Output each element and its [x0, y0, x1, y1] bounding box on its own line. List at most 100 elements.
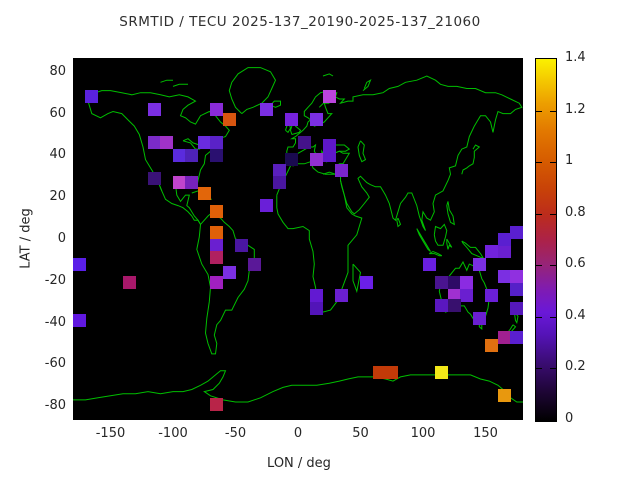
colorbar: [535, 58, 557, 422]
heatmap-cell: [285, 153, 299, 167]
colorbar-tick-label: 0.2: [565, 359, 586, 374]
heatmap-cell: [497, 270, 511, 284]
heatmap-cell: [210, 205, 224, 219]
colorbar-tick: [550, 162, 556, 163]
heatmap-cell: [472, 257, 486, 271]
x-axis-title: LON / deg: [267, 456, 331, 471]
heatmap-cell: [510, 301, 523, 315]
heatmap-cell: [160, 136, 174, 150]
heatmap-cell: [435, 276, 449, 290]
colorbar-tick: [536, 111, 542, 112]
heatmap-cell: [73, 314, 86, 327]
heatmap-cell: [197, 186, 211, 200]
colorbar-tick-label: 0: [565, 411, 574, 426]
heatmap-cell: [497, 232, 511, 246]
heatmap-cell: [172, 176, 186, 190]
chart-title: SRMTID / TECU 2025-137_20190-2025-137_21…: [119, 14, 481, 30]
heatmap-cell: [322, 148, 336, 162]
heatmap-cell: [360, 276, 374, 290]
heatmap-cell: [485, 245, 499, 258]
heatmap-cell: [222, 113, 236, 127]
colorbar-tick-label: 1: [565, 153, 574, 168]
heatmap-cell: [485, 339, 499, 353]
heatmap-cell: [447, 288, 461, 302]
heatmap-cell: [422, 257, 436, 271]
heatmap-cell: [447, 299, 461, 313]
heatmap-cell: [210, 226, 224, 240]
heatmap-cell: [497, 245, 511, 258]
heatmap-cell: [385, 366, 399, 380]
colorbar-tick: [550, 368, 556, 369]
heatmap-cell: [310, 153, 324, 167]
colorbar-tick: [536, 368, 542, 369]
colorbar-tick-label: 0.6: [565, 256, 586, 271]
y-tick-label: -20: [44, 272, 66, 288]
heatmap-cell: [210, 251, 224, 265]
heatmap-cell: [285, 113, 299, 127]
y-tick-label: -80: [44, 398, 66, 414]
y-tick-label: -60: [44, 356, 66, 372]
heatmap-cell: [485, 288, 499, 302]
heatmap-cell: [147, 136, 161, 150]
heatmap-cell: [210, 397, 224, 411]
heatmap-cell: [510, 270, 523, 284]
heatmap-cell: [73, 257, 86, 271]
y-tick-label: 80: [49, 63, 66, 79]
x-tick-label: -100: [158, 426, 188, 441]
colorbar-tick: [536, 162, 542, 163]
coastline-map: [73, 67, 523, 403]
heatmap-cell: [222, 265, 236, 279]
x-tick-label: -150: [95, 426, 126, 441]
heatmap-cell: [335, 163, 349, 177]
y-tick-label: 0: [57, 231, 66, 246]
heatmap-cell: [210, 276, 224, 290]
heatmap-cell: [210, 238, 224, 252]
heatmap-cell: [460, 276, 474, 290]
y-tick-label: 60: [49, 105, 66, 121]
heatmap-cell: [260, 199, 274, 213]
heatmap-cell: [260, 102, 274, 116]
colorbar-tick: [550, 265, 556, 266]
heatmap-cell: [435, 366, 449, 380]
y-tick-label: 40: [49, 147, 66, 163]
heatmap-cell: [510, 330, 523, 344]
heatmap-cell: [510, 226, 523, 240]
colorbar-tick: [536, 214, 542, 215]
heatmap-cell: [85, 90, 99, 104]
heatmap-cell: [247, 257, 261, 271]
heatmap-cell: [472, 311, 486, 325]
colorbar-tick-label: 1.4: [565, 50, 586, 65]
y-tick-label: 20: [49, 189, 66, 205]
colorbar-tick: [536, 265, 542, 266]
heatmap-cell: [310, 301, 324, 315]
heatmap-cell: [310, 113, 324, 127]
heatmap-cell: [272, 163, 286, 177]
colorbar-tick-label: 0.8: [565, 205, 586, 220]
heatmap-cell: [147, 102, 161, 116]
y-tick-label: -40: [44, 314, 66, 330]
heatmap-cell: [210, 136, 224, 150]
heatmap-cell: [460, 288, 474, 302]
colorbar-tick: [550, 111, 556, 112]
heatmap-cell: [122, 276, 136, 290]
heatmap-cell: [172, 148, 186, 162]
heatmap-cell: [510, 282, 523, 296]
heatmap-cell: [497, 330, 511, 344]
heatmap-cell: [497, 389, 511, 403]
colorbar-tick: [550, 317, 556, 318]
heatmap-cell: [322, 138, 336, 152]
heatmap-cell: [235, 238, 249, 252]
heatmap-cell: [210, 148, 224, 162]
x-tick-label: 0: [293, 426, 303, 441]
heatmap-cell: [185, 148, 199, 162]
map-plot-area: [73, 58, 523, 420]
x-tick-label: 100: [410, 426, 436, 441]
heatmap-cell: [210, 102, 224, 116]
heatmap-cell: [310, 288, 324, 302]
heatmap-cell: [322, 90, 336, 104]
x-tick-label: 150: [473, 426, 498, 441]
heatmap-cell: [147, 171, 161, 185]
colorbar-tick-label: 1.2: [565, 102, 586, 117]
colorbar-tick: [550, 214, 556, 215]
